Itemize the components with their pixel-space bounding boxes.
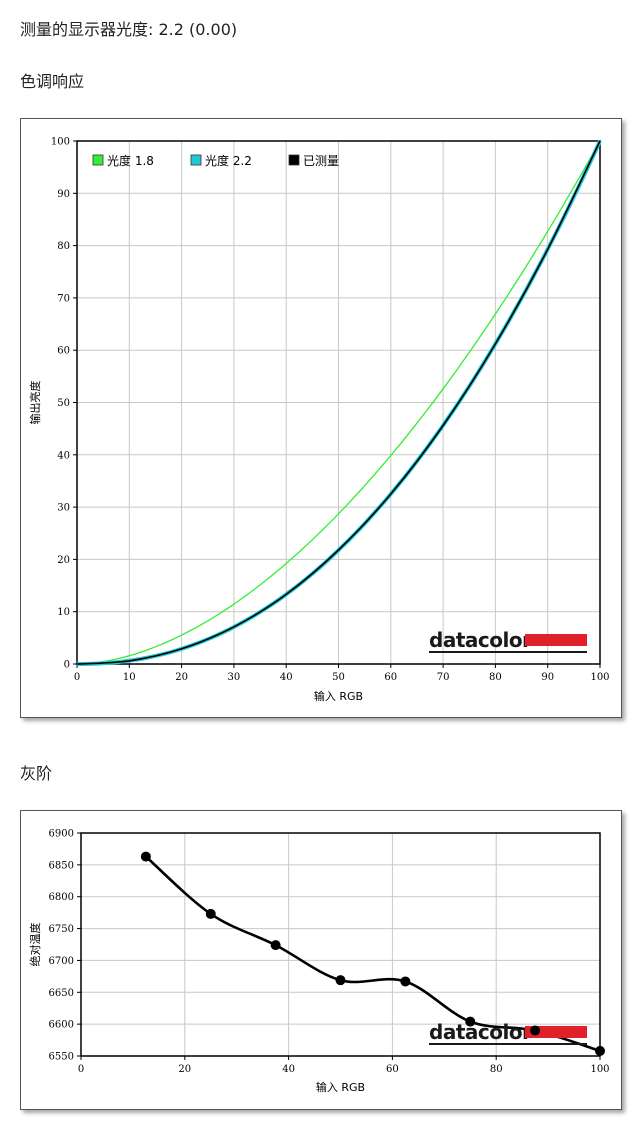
grayscale-heading: 灰阶	[20, 764, 53, 783]
y-tick-label: 6600	[49, 1020, 74, 1031]
legend-label: 光度 1.8	[107, 153, 154, 168]
x-tick-label: 100	[590, 1064, 609, 1075]
y-tick-label: 40	[57, 450, 70, 461]
x-tick-label: 20	[175, 672, 188, 683]
y-tick-label: 6750	[49, 924, 74, 935]
y-tick-label: 6900	[49, 829, 74, 840]
y-axis-label: 绝对温度	[28, 923, 42, 967]
datacolor-logo-underline	[429, 1043, 587, 1045]
x-tick-label: 80	[489, 672, 502, 683]
datacolor-logo-bar	[525, 634, 587, 646]
datacolor-logo-text: datacolor	[429, 1020, 532, 1044]
y-tick-label: 80	[57, 241, 70, 252]
y-tick-label: 6550	[49, 1052, 74, 1063]
series-gamma-1-8-line	[76, 140, 601, 665]
y-tick-label: 10	[57, 607, 70, 618]
y-tick-label: 90	[57, 189, 70, 200]
grayscale-chart-panel: 0 20 40 60 80 100 6550 6600 6650 6700 6750 6800 6850…	[20, 810, 622, 1110]
x-tick-label: 10	[123, 672, 136, 683]
plot-frame	[80, 832, 601, 1057]
chart-legend: 光度 1.8 光度 2.2 已测量	[92, 153, 339, 168]
data-point	[465, 1016, 476, 1027]
grayscale-temperature-chart: 0 20 40 60 80 100 6550 6600 6650 6700 6750 6800 6850…	[28, 829, 610, 1095]
data-point	[595, 1045, 605, 1056]
y-tick-label: 6650	[49, 988, 74, 999]
y-axis-label: 输出亮度	[28, 381, 42, 425]
x-tick-label: 20	[178, 1064, 191, 1075]
x-tick-label: 60	[386, 1064, 399, 1075]
x-tick-label: 80	[490, 1064, 503, 1075]
datacolor-logo-bar	[525, 1026, 587, 1038]
x-tick-label: 40	[280, 672, 293, 683]
legend-swatch	[190, 154, 202, 166]
x-tick-label: 40	[282, 1064, 295, 1075]
tone-response-heading: 色调响应	[20, 72, 85, 91]
x-tick-label: 70	[437, 672, 450, 683]
y-tick-label: 100	[51, 137, 70, 148]
data-point	[530, 1025, 541, 1036]
y-tick-label: 30	[57, 503, 70, 514]
tone-response-chart: 0 10 20 30 40 50 60 70 80 90 100 0 10 20 30 40 50 60 70 80 9…	[28, 137, 610, 704]
legend-swatch	[288, 154, 300, 166]
gamma-measurement-text: 测量的显示器光度: 2.2 (0.00)	[20, 20, 238, 39]
datacolor-logo-underline	[429, 651, 587, 653]
x-tick-label: 100	[590, 672, 609, 683]
x-tick-label: 50	[332, 672, 345, 683]
x-tick-label: 60	[384, 672, 397, 683]
x-axis-label: 输入 RGB	[314, 689, 363, 703]
y-tick-label: 6850	[49, 860, 74, 871]
y-tick-label: 20	[57, 555, 70, 566]
legend-label: 已测量	[303, 154, 339, 168]
x-tick-label: 30	[228, 672, 241, 683]
x-tick-label: 0	[78, 1064, 84, 1075]
tone-response-chart-panel: 0 10 20 30 40 50 60 70 80 90 100 0 10 20 30 40 50 60 70 80 9…	[20, 118, 622, 718]
plot-area	[81, 833, 600, 1056]
y-tick-label: 50	[57, 398, 70, 409]
datacolor-logo: datacolor	[429, 628, 587, 653]
y-tick-label: 0	[64, 660, 70, 671]
data-point	[270, 940, 281, 951]
data-point	[205, 908, 216, 919]
legend-label: 光度 2.2	[205, 153, 252, 168]
datacolor-logo: datacolor	[429, 1020, 587, 1045]
data-point	[335, 975, 346, 986]
y-tick-label: 60	[57, 346, 70, 357]
x-tick-label: 90	[541, 672, 554, 683]
data-point	[400, 976, 411, 987]
y-tick-label: 6800	[49, 892, 74, 903]
legend-swatch	[92, 154, 104, 166]
x-axis-label: 输入 RGB	[316, 1080, 365, 1094]
y-tick-label: 70	[57, 293, 70, 304]
plot-frame	[76, 140, 601, 665]
series-measured-line	[76, 140, 601, 665]
x-tick-label: 0	[74, 672, 80, 683]
datacolor-logo-text: datacolor	[429, 628, 532, 652]
data-point	[140, 851, 151, 862]
y-tick-label: 6700	[49, 956, 74, 967]
